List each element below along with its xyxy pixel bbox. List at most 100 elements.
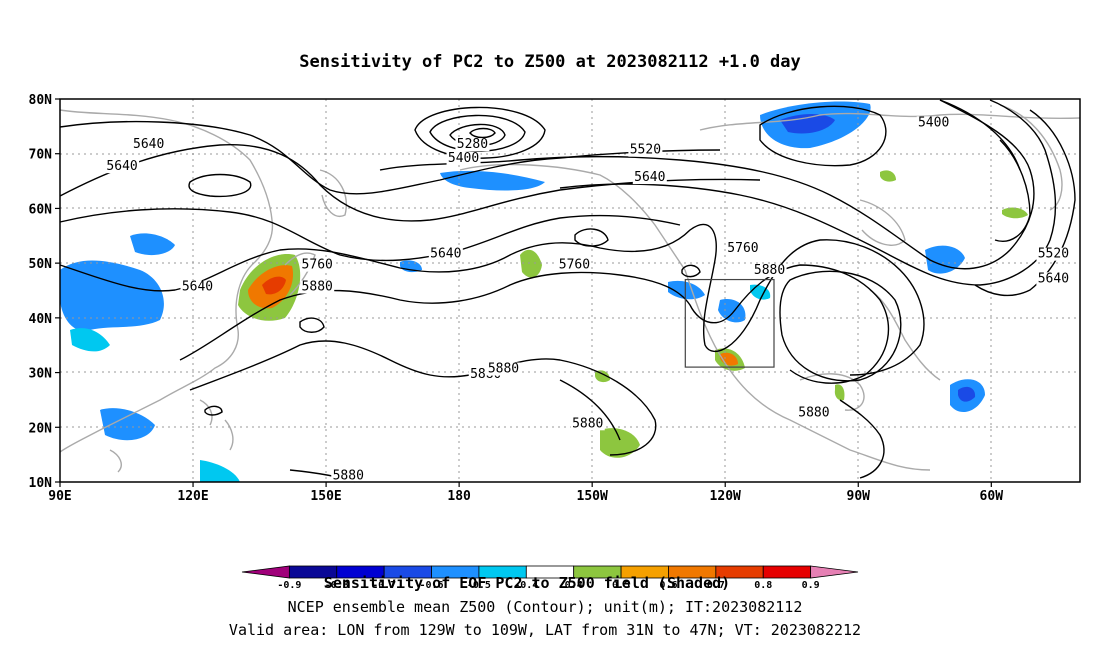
contour-label: 5520 bbox=[630, 143, 661, 158]
colorbar-label: 0.5 bbox=[612, 580, 630, 591]
shade-positive-region bbox=[1002, 207, 1028, 219]
lat-tick-label: 30N bbox=[29, 367, 53, 382]
contour-label: 5640 bbox=[182, 280, 213, 295]
contour-label: 5880 bbox=[488, 362, 519, 377]
contour-label: 5400 bbox=[918, 115, 949, 130]
contour-line bbox=[574, 228, 609, 247]
colorbar-label: -0.8 bbox=[325, 580, 349, 591]
lat-tick-label: 40N bbox=[29, 312, 53, 327]
contour-line bbox=[559, 99, 1057, 286]
longitude-axis: 90E 120E 150E 180 150W 120W 90W 60W bbox=[48, 482, 1003, 504]
contour-label-group: 5640564052805400552056405400552056405760… bbox=[105, 115, 1071, 483]
contour-line bbox=[429, 114, 526, 152]
lon-tick-label: 90W bbox=[847, 489, 871, 504]
contour-label-bg bbox=[725, 242, 760, 256]
lat-tick-label: 20N bbox=[29, 421, 53, 436]
contour-label: 5640 bbox=[1038, 271, 1069, 286]
contour-label-bg bbox=[486, 362, 521, 376]
colorbar-swatch bbox=[241, 565, 290, 579]
map-background bbox=[60, 99, 1080, 482]
contour-label: 5400 bbox=[448, 151, 479, 166]
colorbar-swatch bbox=[762, 565, 812, 579]
contour-label-bg bbox=[557, 258, 592, 272]
shade-negative-region bbox=[100, 408, 155, 441]
colorbar: -0.9 -0.8 -0.7 -0.6 -0.5 -0.4 0.4 0.5 0.6 0.7 0.8 0… bbox=[241, 565, 859, 591]
contour-line bbox=[299, 317, 325, 333]
contour-label-bg bbox=[331, 469, 366, 483]
contour-label: 5760 bbox=[727, 241, 758, 256]
lon-tick-label: 120W bbox=[710, 489, 741, 504]
coastline-east-coast bbox=[869, 289, 941, 381]
contour-label-bg bbox=[455, 138, 490, 152]
latitude-axis: 80N 70N 60N 50N 40N 30N 20N 10N bbox=[29, 93, 60, 491]
colorbar-label: -0.4 bbox=[514, 580, 538, 591]
lat-tick-label: 50N bbox=[29, 257, 53, 272]
colorbar-label: -0.7 bbox=[372, 580, 396, 591]
contour-label-bg bbox=[1036, 247, 1071, 261]
shade-positive-region bbox=[262, 276, 286, 295]
colorbar-swatch bbox=[810, 565, 859, 579]
contour-line bbox=[188, 173, 252, 198]
contour-line bbox=[559, 379, 621, 441]
contour-label: 5280 bbox=[457, 137, 488, 152]
contour-label: 5880 bbox=[333, 468, 364, 483]
lat-tick-label: 80N bbox=[29, 93, 53, 108]
coastline-hudson bbox=[859, 199, 906, 246]
shade-negative-region bbox=[668, 280, 705, 300]
figure-title: Sensitivity of PC2 to Z500 at 2023082112… bbox=[299, 52, 801, 72]
contour-label-bg bbox=[628, 143, 663, 157]
shade-positive-region bbox=[880, 170, 896, 182]
lon-tick-label: 150W bbox=[577, 489, 608, 504]
colorbar-label: 0.4 bbox=[565, 580, 583, 591]
colorbar-label: 0.9 bbox=[802, 580, 820, 591]
colorbar-label: 0.6 bbox=[659, 580, 677, 591]
contour-label: 5640 bbox=[634, 170, 665, 185]
contour-line bbox=[681, 264, 701, 278]
lat-tick-label: 10N bbox=[29, 476, 53, 491]
contour-label: 5760 bbox=[302, 258, 333, 273]
contour-label-bg bbox=[131, 138, 166, 152]
coastline-greenland bbox=[999, 104, 1063, 211]
contour-line bbox=[779, 270, 902, 382]
coastline-north-america bbox=[684, 269, 931, 471]
contour-label-bg bbox=[632, 171, 667, 185]
colorbar-label: -0.9 bbox=[277, 580, 301, 591]
contour-line bbox=[839, 399, 885, 479]
shade-negative-region bbox=[925, 245, 965, 274]
map-frame bbox=[59, 98, 1081, 483]
coastline-alaska bbox=[459, 163, 686, 271]
contour-line bbox=[469, 127, 496, 139]
contour-line bbox=[994, 139, 1031, 242]
valid-area-box bbox=[684, 278, 775, 368]
contour-line bbox=[179, 264, 890, 384]
lat-tick-label: 70N bbox=[29, 148, 53, 163]
contour-label-bg bbox=[752, 264, 787, 278]
contour-line bbox=[974, 109, 1076, 297]
shade-positive-region bbox=[834, 384, 845, 401]
contour-label-bg bbox=[446, 151, 481, 165]
contour-line bbox=[204, 405, 223, 416]
contour-line bbox=[59, 208, 681, 262]
contour-label: 5640 bbox=[106, 159, 137, 174]
contour-label-bg bbox=[796, 406, 831, 420]
contour-label: 5880 bbox=[572, 416, 603, 431]
contour-label: 5880 bbox=[754, 263, 785, 278]
shade-negative-region bbox=[958, 386, 976, 402]
contour-label-bg bbox=[916, 116, 951, 130]
contour-label-bg bbox=[105, 160, 140, 174]
contour-label-bg bbox=[300, 258, 335, 272]
coastline-kamchatka bbox=[319, 169, 347, 217]
footer-line-1: Sensitivity of EOF PC2 to Z500 field (Sh… bbox=[324, 574, 730, 592]
contour-label-bg bbox=[570, 417, 605, 431]
contour-label: 5880 bbox=[302, 280, 333, 295]
contour-line bbox=[759, 105, 887, 167]
contour-line bbox=[59, 223, 925, 376]
lat-tick-label: 60N bbox=[29, 202, 53, 217]
lon-tick-label: 90E bbox=[48, 489, 71, 504]
shade-positive-region bbox=[595, 370, 610, 383]
contour-label-bg bbox=[428, 247, 463, 261]
colorbar-label: -0.6 bbox=[419, 580, 443, 591]
colorbar-label: -0.5 bbox=[467, 580, 491, 591]
contour-label: 5880 bbox=[798, 405, 829, 420]
footer-line-2: NCEP ensemble mean Z500 (Contour); unit(… bbox=[288, 598, 803, 616]
